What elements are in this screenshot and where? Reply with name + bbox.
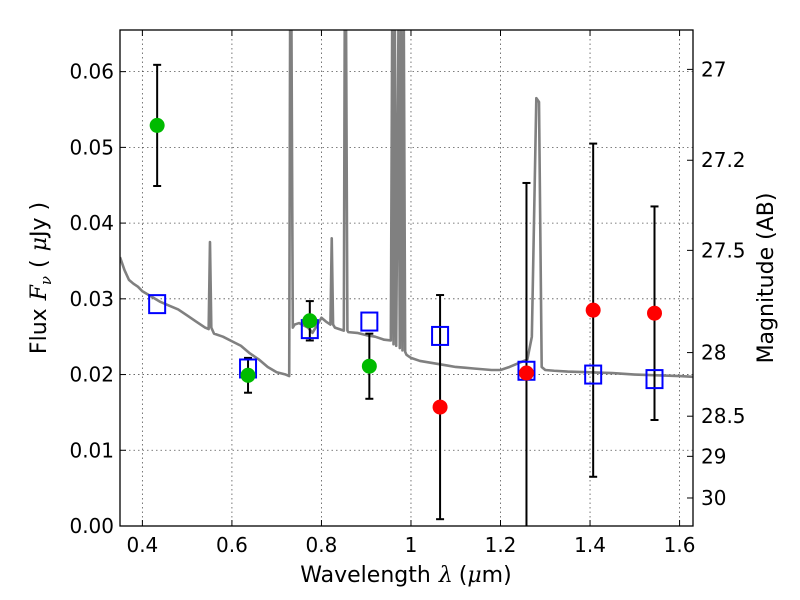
- x-axis-title-unit-rest: m): [482, 563, 512, 588]
- y-axis-title-unit-mu: μ: [27, 237, 52, 251]
- x-tick-label: 0.8: [306, 533, 338, 557]
- right-tick-label: 27: [701, 57, 726, 81]
- x-tick-label: 0.6: [216, 533, 248, 557]
- right-axis-title: Magnitude (AB): [754, 193, 779, 364]
- right-tick-label: 28.5: [701, 404, 746, 428]
- y-axis-title-unit-rest: Jy ): [27, 202, 52, 239]
- y-axis-title-prefix: Flux: [27, 308, 52, 354]
- x-tick-label: 1.4: [574, 533, 606, 557]
- detection-point: [240, 367, 256, 383]
- model-photometry-box: [360, 311, 379, 332]
- x-axis-title: Wavelength λ (μm): [300, 563, 511, 588]
- y-tick-label: 0.00: [69, 514, 114, 538]
- y-tick-label: 0.01: [69, 438, 114, 462]
- model-photometry-box: [431, 325, 450, 346]
- y-tick-label: 0.03: [69, 287, 114, 311]
- model-spectrum-line: [120, 30, 693, 379]
- axis-ticks: 0.4 0.6 0.8 1 1.2 1.4 1.6 0.00 0.01 0.02 0.03 0.04 0…: [69, 30, 746, 557]
- x-tick-label: 1.2: [485, 533, 517, 557]
- model-photometry-box: [148, 294, 167, 315]
- x-axis-title-symbol: λ: [438, 563, 453, 588]
- y-axis-title: Flux Fν ( μJy ): [27, 202, 55, 354]
- detection-point: [302, 313, 318, 329]
- y-tick-label: 0.02: [69, 363, 114, 387]
- nondetection-point: [647, 305, 663, 321]
- nondetection-point: [432, 399, 448, 415]
- plot-frame: [119, 29, 694, 527]
- detection-point: [361, 358, 377, 374]
- y-tick-label: 0.04: [69, 211, 114, 235]
- x-tick-label: 1.6: [664, 533, 696, 557]
- y-tick-label: 0.06: [69, 60, 114, 84]
- model-photometry-box: [645, 369, 664, 390]
- right-tick-label: 27.2: [701, 148, 746, 172]
- right-tick-label: 28: [701, 341, 726, 365]
- y-axis-title-unit-open: (: [27, 259, 52, 268]
- y-axis-title-symbol-sub: ν: [37, 276, 55, 285]
- y-axis-title-symbol: F: [27, 284, 52, 301]
- plot-area: [120, 30, 693, 526]
- y-tick-label: 0.05: [69, 135, 114, 159]
- right-tick-label: 27.5: [701, 238, 746, 262]
- right-tick-label: 29: [701, 444, 726, 468]
- x-tick-label: 1: [405, 533, 418, 557]
- x-axis-title-unit-open: (: [459, 563, 468, 588]
- nondetection-point: [518, 365, 534, 381]
- x-axis-title-unit-mu: μ: [467, 563, 481, 588]
- grid-lines: [120, 30, 693, 527]
- right-tick-label: 30: [701, 486, 726, 510]
- nondetection-point: [585, 302, 601, 318]
- detection-point: [149, 117, 165, 133]
- x-tick-label: 0.4: [126, 533, 158, 557]
- x-axis-title-prefix: Wavelength: [300, 563, 431, 588]
- model-photometry-box: [584, 364, 603, 385]
